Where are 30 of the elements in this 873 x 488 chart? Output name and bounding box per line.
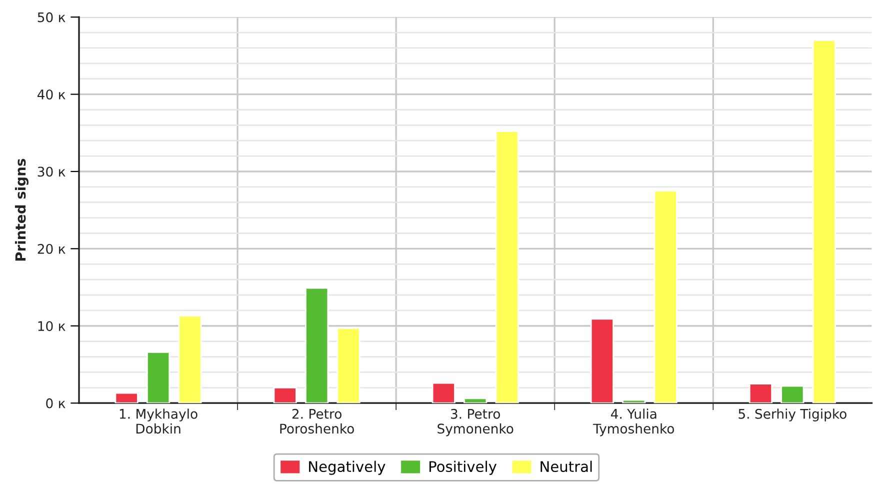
x-tick-label: 1. Mykhaylo Dobkin: [120, 408, 198, 434]
bar: [748, 383, 773, 404]
bar: [114, 392, 138, 404]
y-tick-label: 20 к: [38, 244, 66, 254]
bar: [305, 287, 329, 404]
y-axis-title: Printed signs: [14, 158, 29, 261]
bar: [590, 318, 614, 404]
legend-label: Positively: [429, 460, 497, 475]
bar: [464, 398, 488, 404]
bar: [146, 351, 170, 404]
bar: [336, 328, 360, 404]
bar: [273, 386, 297, 404]
bar: [780, 385, 804, 404]
y-tick-label: 0 к: [46, 398, 66, 408]
y-tick-label: 30 к: [38, 166, 66, 177]
legend-label: Negatively: [309, 460, 386, 475]
y-tick-label: 40 к: [38, 90, 66, 100]
bar: [622, 399, 646, 404]
x-tick-label: 4. Yulia Tymoshenko: [593, 408, 674, 436]
legend-label: Neutral: [540, 460, 592, 472]
y-tick-label: 50 к: [38, 12, 66, 22]
x-tick-label: 2. Petro Poroshenko: [280, 408, 354, 434]
x-tick-label: 3. Petro Symonenko: [438, 408, 514, 436]
bar: [178, 315, 202, 404]
bar: [495, 130, 519, 404]
x-tick-label: 5. Serhiy Tigipko: [738, 408, 846, 422]
y-tick-label: 10 к: [38, 321, 66, 332]
bar: [812, 40, 836, 404]
bar: [432, 382, 456, 404]
bar: [654, 190, 678, 404]
